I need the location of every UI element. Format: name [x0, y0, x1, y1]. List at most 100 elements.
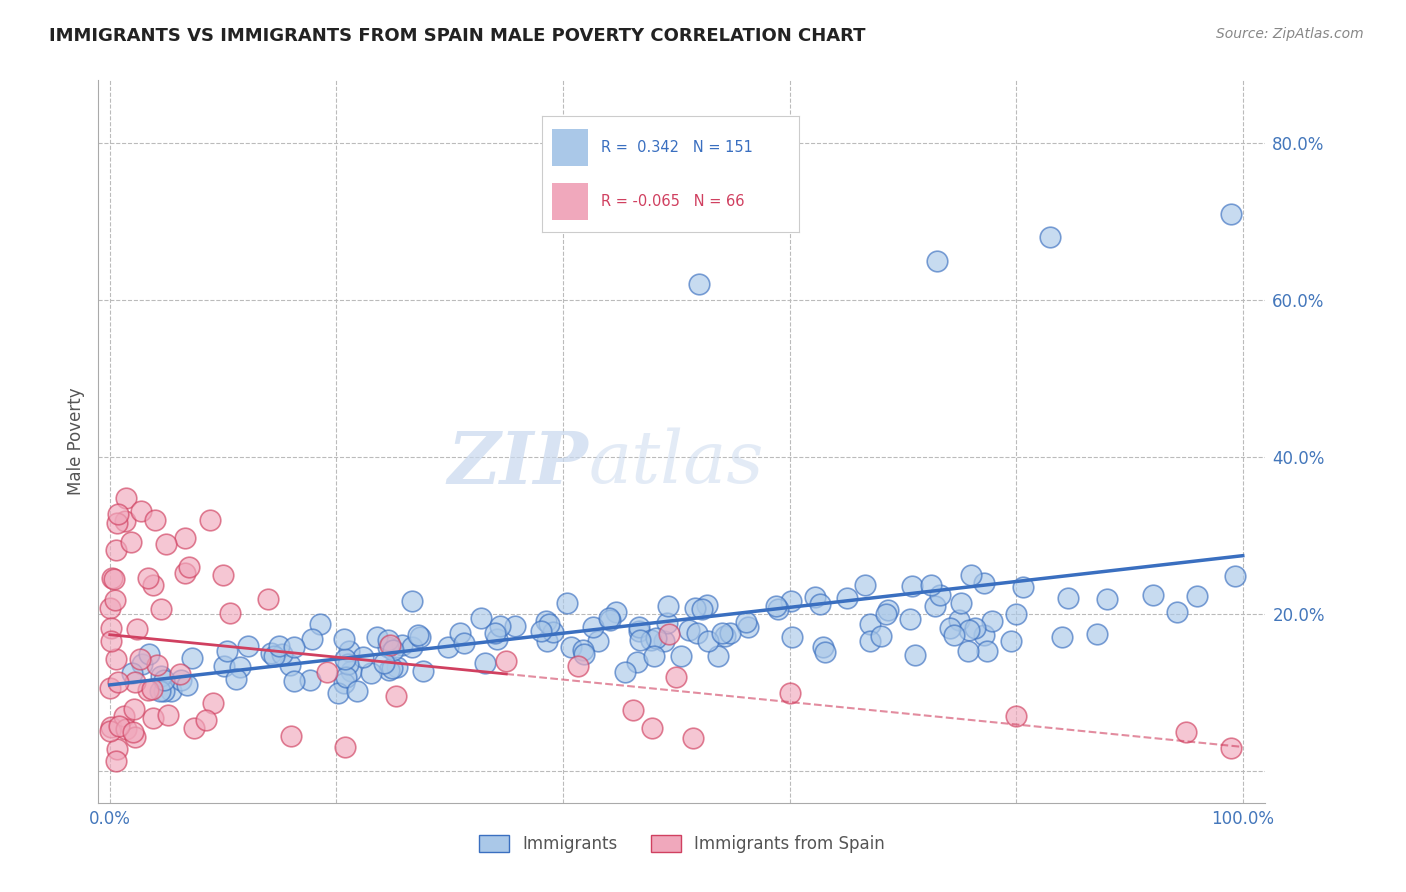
- Point: [381, 661, 404, 675]
- Point: [1142, 589, 1164, 603]
- Point: [900, 579, 922, 593]
- Point: [707, 649, 730, 664]
- Point: [484, 626, 506, 640]
- Point: [474, 657, 496, 671]
- Point: [98, 601, 121, 615]
- Point: [697, 634, 720, 648]
- Point: [271, 647, 294, 661]
- Point: [628, 624, 651, 639]
- Point: [598, 611, 620, 625]
- Point: [98, 723, 121, 738]
- Point: [859, 633, 882, 648]
- Point: [1223, 568, 1246, 582]
- Point: [870, 629, 893, 643]
- Point: [412, 664, 434, 678]
- Point: [377, 640, 399, 654]
- Point: [229, 659, 252, 673]
- Point: [378, 664, 401, 678]
- Point: [401, 640, 423, 654]
- Point: [688, 277, 710, 292]
- Point: [572, 643, 595, 657]
- Point: [605, 605, 627, 619]
- Point: [107, 516, 129, 530]
- Point: [100, 621, 122, 635]
- Point: [104, 592, 127, 607]
- Point: [766, 602, 789, 616]
- Point: [120, 535, 142, 549]
- Point: [267, 639, 290, 653]
- Point: [859, 617, 882, 632]
- Point: [808, 597, 831, 611]
- Point: [628, 633, 651, 648]
- Point: [124, 675, 146, 690]
- Point: [385, 689, 408, 703]
- Point: [260, 646, 283, 660]
- Point: [173, 531, 195, 545]
- Point: [409, 630, 432, 644]
- Point: [690, 602, 713, 616]
- Point: [665, 670, 688, 684]
- Point: [652, 634, 675, 648]
- Point: [107, 675, 129, 690]
- Point: [124, 702, 146, 716]
- Point: [391, 638, 413, 652]
- Point: [150, 668, 173, 682]
- Point: [538, 617, 561, 632]
- Point: [401, 594, 423, 608]
- Point: [1000, 633, 1022, 648]
- Point: [503, 619, 526, 633]
- Point: [853, 578, 876, 592]
- Point: [141, 682, 163, 697]
- Point: [488, 619, 510, 633]
- Point: [560, 640, 582, 654]
- Point: [877, 603, 900, 617]
- Point: [103, 572, 125, 586]
- Point: [114, 491, 136, 505]
- Point: [875, 607, 897, 622]
- Point: [160, 683, 183, 698]
- Point: [326, 686, 349, 700]
- Point: [225, 672, 247, 686]
- Point: [613, 665, 636, 679]
- Point: [1220, 207, 1243, 221]
- Point: [685, 626, 707, 640]
- Point: [101, 571, 124, 585]
- Point: [718, 626, 741, 640]
- Point: [555, 596, 578, 610]
- Point: [201, 696, 224, 710]
- Point: [437, 640, 460, 654]
- Point: [963, 621, 986, 635]
- Point: [339, 665, 361, 679]
- Point: [378, 638, 401, 652]
- Point: [453, 636, 475, 650]
- Point: [779, 594, 801, 608]
- Point: [299, 673, 322, 687]
- Point: [782, 630, 804, 644]
- Point: [156, 708, 179, 723]
- Point: [939, 621, 962, 635]
- Point: [169, 673, 191, 687]
- Point: [567, 659, 589, 673]
- Point: [813, 640, 835, 654]
- Point: [530, 624, 553, 638]
- Point: [194, 713, 217, 727]
- Point: [621, 703, 644, 717]
- Point: [779, 686, 801, 700]
- Point: [105, 754, 128, 768]
- Point: [904, 648, 927, 663]
- Point: [337, 657, 360, 672]
- Point: [152, 673, 174, 687]
- Point: [658, 627, 681, 641]
- Point: [957, 643, 980, 657]
- Point: [183, 721, 205, 735]
- Text: IMMIGRANTS VS IMMIGRANTS FROM SPAIN MALE POVERTY CORRELATION CHART: IMMIGRANTS VS IMMIGRANTS FROM SPAIN MALE…: [49, 27, 866, 45]
- Point: [449, 625, 471, 640]
- Point: [536, 634, 558, 648]
- Point: [1085, 626, 1108, 640]
- Point: [124, 730, 146, 744]
- Point: [696, 599, 718, 613]
- Point: [301, 632, 323, 647]
- Point: [929, 588, 952, 602]
- Point: [1057, 591, 1080, 606]
- Text: ZIP: ZIP: [447, 428, 589, 499]
